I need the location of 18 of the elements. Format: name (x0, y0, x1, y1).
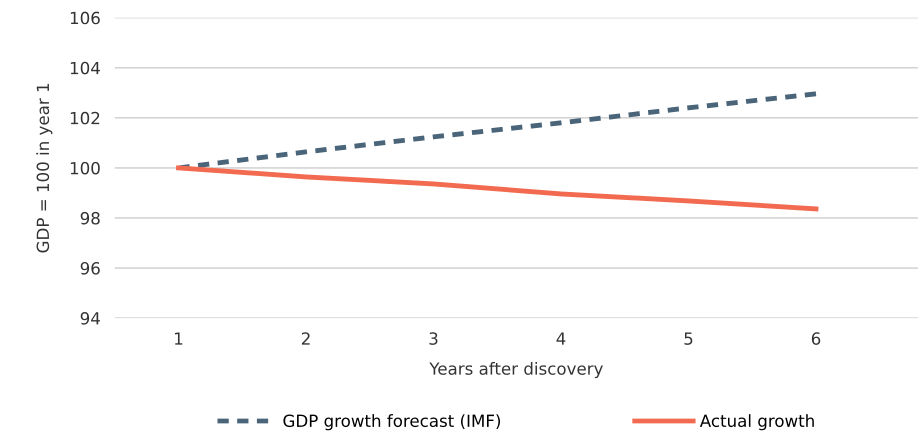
line-series (176, 165, 818, 212)
x-axis-title: Years after discovery (429, 362, 603, 378)
legend-label: GDP growth forecast (IMF) (283, 414, 500, 430)
x-tick-label: 6 (812, 332, 820, 345)
y-tick-label: 106 (70, 12, 100, 24)
y-tick-label: 104 (70, 62, 100, 74)
y-tick-label: 102 (70, 112, 100, 124)
y-tick-label: 94 (80, 312, 100, 325)
x-tick-label: 5 (684, 332, 692, 345)
x-tick-label: 4 (556, 332, 566, 345)
y-tick-label: 100 (70, 162, 100, 174)
x-tick-label: 1 (175, 332, 182, 345)
y-tick-label: 98 (80, 212, 100, 225)
y-tick-label: 96 (80, 262, 100, 275)
x-tick-label: 2 (302, 332, 310, 345)
legend-label: Actual growth (700, 414, 814, 430)
y-axis-title: GDP = 100 in year 1 (36, 84, 52, 252)
x-tick-label: 3 (429, 332, 438, 345)
